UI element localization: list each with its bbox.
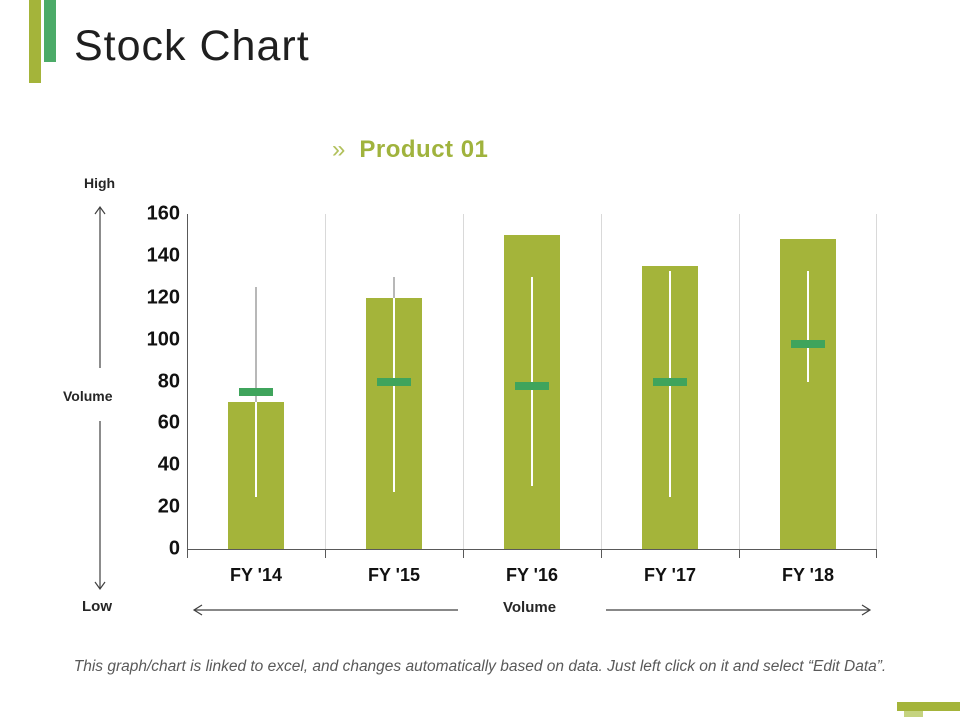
x-axis-tick — [187, 549, 188, 558]
y-axis-labels: 0 20 40 60 80 100 120 140 160 — [100, 203, 180, 560]
y-tick-label: 60 — [157, 411, 180, 434]
accent-bar-olive-top-left — [29, 0, 41, 83]
x-axis-tick — [876, 549, 877, 558]
open-close-marker — [653, 377, 687, 386]
volume-bottom-label: Volume — [503, 599, 557, 616]
high-low-line-inside — [531, 276, 533, 487]
x-axis-tick — [739, 549, 740, 558]
x-axis-tick — [325, 549, 326, 558]
up-arrow-icon — [94, 205, 106, 368]
high-low-line-inside — [393, 297, 395, 493]
open-close-marker — [791, 339, 825, 348]
chart-subtitle: » Product 01 — [332, 136, 488, 164]
y-tick-label: 40 — [157, 453, 180, 476]
right-arrow-icon — [606, 604, 872, 616]
y-tick-label: 120 — [146, 286, 180, 309]
x-tick-label: FY '14 — [230, 565, 282, 585]
y-axis-line — [187, 214, 188, 549]
x-axis-tick — [601, 549, 602, 558]
gridline — [325, 214, 326, 549]
chevron-right-icon: » — [332, 136, 346, 163]
y-tick-label: 100 — [146, 328, 180, 351]
down-arrow-icon — [94, 421, 106, 591]
open-close-marker — [239, 387, 273, 396]
subtitle-label: Product 01 — [359, 136, 489, 163]
gridline — [739, 214, 740, 549]
open-close-marker — [515, 381, 549, 390]
open-close-marker — [377, 377, 411, 386]
gridline — [601, 214, 602, 549]
x-axis-tick — [463, 549, 464, 558]
high-low-line — [393, 276, 395, 298]
high-low-line-inside — [807, 270, 809, 382]
accent-bar-green-bottom-right — [904, 711, 923, 717]
x-axis-labels: FY '14 FY '15 FY '16 FY '17 FY '18 — [187, 565, 877, 589]
y-tick-label: 0 — [168, 537, 180, 560]
accent-bar-green-top-left — [44, 0, 56, 62]
low-label: Low — [82, 598, 112, 615]
y-tick-label: 140 — [146, 244, 180, 267]
y-tick-label: 80 — [157, 370, 180, 392]
x-tick-label: FY '18 — [782, 565, 834, 585]
footer-note: This graph/chart is linked to excel, and… — [73, 658, 887, 675]
y-tick-label: 20 — [157, 495, 180, 518]
x-tick-label: FY '16 — [506, 565, 558, 585]
left-arrow-icon — [192, 604, 458, 616]
page-title: Stock Chart — [74, 22, 310, 70]
x-axis-line — [187, 549, 877, 550]
accent-bar-olive-bottom-right — [897, 702, 960, 711]
gridline — [463, 214, 464, 549]
plot-right-border — [876, 214, 877, 549]
x-tick-label: FY '17 — [644, 565, 696, 585]
plot-area[interactable] — [187, 214, 877, 558]
high-low-line — [255, 287, 257, 403]
y-tick-label: 160 — [146, 202, 180, 225]
volume-left-label: Volume — [63, 388, 113, 404]
x-tick-label: FY '15 — [368, 565, 420, 585]
high-label: High — [84, 175, 116, 191]
high-low-line-inside — [255, 402, 257, 497]
